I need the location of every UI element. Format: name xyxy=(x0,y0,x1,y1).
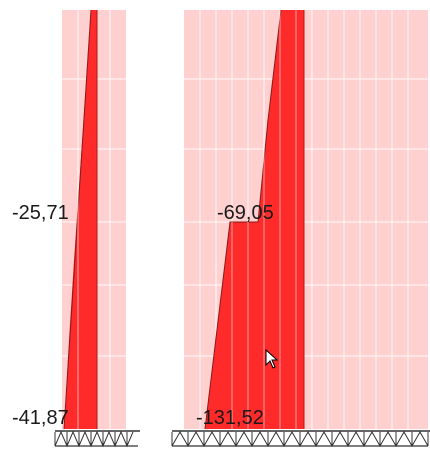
support-zigzag xyxy=(54,430,134,448)
right-wall-label-upper: -69,05 xyxy=(217,202,274,224)
fixed-support-hatch-icon xyxy=(54,430,138,448)
left-wall-force-diagram xyxy=(64,10,97,429)
left-wall-label-upper: -25,71 xyxy=(12,202,69,224)
mouse-pointer-icon xyxy=(265,348,279,369)
right-wall-label-base: -131,52 xyxy=(196,407,264,429)
left-wall-label-base: -41,87 xyxy=(12,407,69,429)
right-wall-panel xyxy=(184,9,428,430)
fixed-support-hatch-icon xyxy=(171,430,429,448)
right-wall-force-diagram xyxy=(205,10,304,429)
left-wall-panel xyxy=(62,9,126,430)
